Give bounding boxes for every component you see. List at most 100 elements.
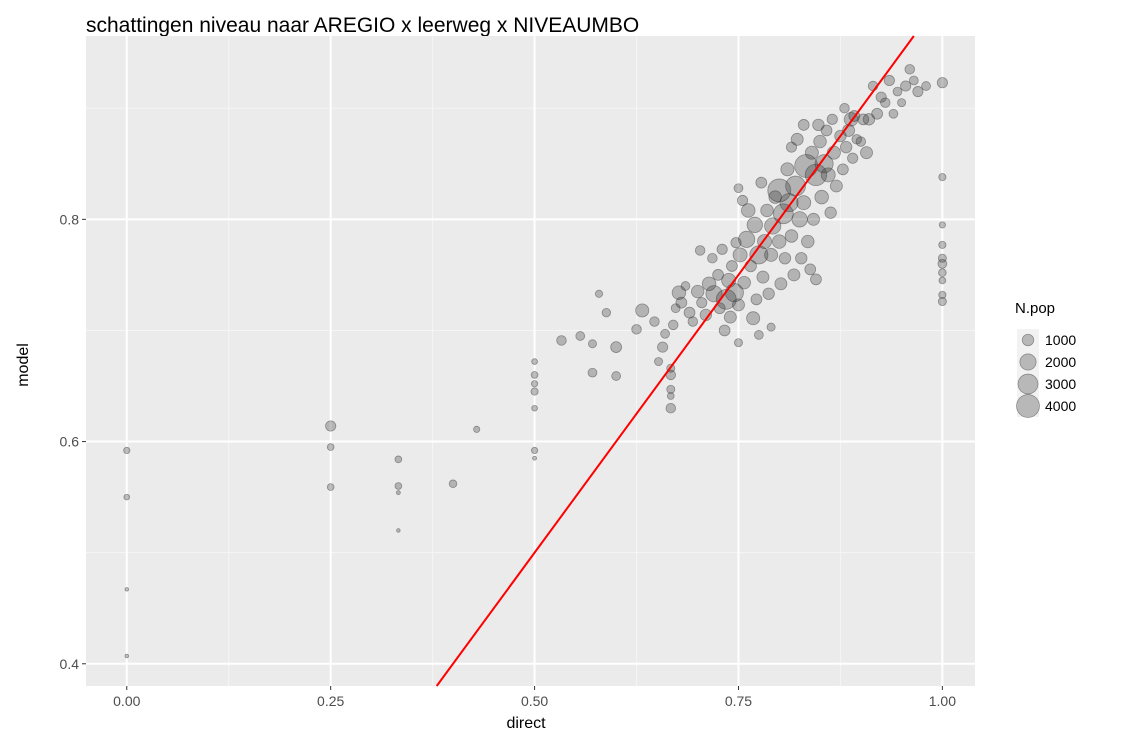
data-point <box>801 234 815 249</box>
legend-symbol <box>1016 394 1040 418</box>
data-point <box>705 285 723 303</box>
data-point <box>795 252 808 265</box>
data-point <box>772 234 787 249</box>
reference-line <box>435 35 915 687</box>
data-point <box>813 134 827 149</box>
data-point <box>680 281 691 291</box>
legend-label: 1000 <box>1045 332 1076 348</box>
data-point <box>530 387 539 396</box>
data-point <box>723 310 737 324</box>
data-point <box>635 303 650 318</box>
data-point <box>784 229 799 243</box>
data-point <box>732 298 745 312</box>
data-point <box>938 240 947 249</box>
data-point <box>892 86 903 97</box>
data-point <box>804 263 817 276</box>
data-point <box>912 86 924 98</box>
data-point <box>750 293 763 306</box>
data-point <box>810 273 822 286</box>
data-point <box>326 443 335 451</box>
data-point <box>532 455 537 461</box>
data-point <box>696 297 708 309</box>
data-point <box>732 247 748 263</box>
x-tick-label: 1.00 <box>929 693 956 709</box>
data-point <box>855 136 867 147</box>
data-point <box>670 303 681 314</box>
data-point <box>938 173 947 182</box>
legend-label: 2000 <box>1045 354 1076 370</box>
data-point <box>790 132 804 146</box>
legend-label: 3000 <box>1045 376 1076 392</box>
data-point <box>124 587 129 592</box>
data-point <box>900 80 912 92</box>
data-point <box>123 446 131 454</box>
size-legend: N.pop 1000 2000 3000 4000 <box>1015 300 1076 418</box>
data-point <box>837 163 849 176</box>
legend-symbol <box>1019 353 1037 371</box>
data-point <box>839 140 853 154</box>
data-point <box>936 77 948 89</box>
data-point <box>768 190 782 204</box>
data-point <box>880 97 891 108</box>
data-point <box>394 455 403 464</box>
legend-symbol <box>1021 333 1035 347</box>
data-point <box>531 358 538 365</box>
data-point <box>733 183 744 194</box>
data-point <box>862 113 876 126</box>
data-point <box>824 206 837 219</box>
y-tick-label: 0.8 <box>60 211 80 227</box>
data-point <box>937 297 947 307</box>
data-point <box>871 107 883 120</box>
data-point <box>587 367 598 378</box>
data-point <box>847 152 859 164</box>
data-point <box>754 330 764 340</box>
data-point <box>394 482 403 490</box>
data-point <box>767 178 792 203</box>
legend-label: 4000 <box>1045 398 1076 414</box>
data-point <box>675 296 688 309</box>
data-point <box>601 308 612 318</box>
data-point <box>875 91 887 103</box>
y-tick-label: 0.6 <box>60 434 80 450</box>
data-point <box>715 288 737 310</box>
data-point <box>883 74 895 86</box>
data-point <box>937 253 947 263</box>
data-point <box>665 403 676 414</box>
plot-panel <box>86 36 975 686</box>
data-point <box>690 284 705 299</box>
data-point <box>921 81 931 91</box>
data-point <box>734 338 743 348</box>
data-point <box>787 268 801 282</box>
data-point <box>778 252 792 265</box>
y-axis-ticks: 0.4 0.6 0.8 <box>60 211 86 672</box>
data-point <box>755 176 768 189</box>
data-point <box>820 124 833 137</box>
y-axis-label: model <box>15 343 32 387</box>
x-axis-label: direct <box>506 715 546 732</box>
data-point <box>712 269 724 281</box>
data-point <box>820 167 836 183</box>
data-point <box>938 290 947 299</box>
data-point <box>904 64 915 75</box>
data-point <box>857 113 870 126</box>
data-point <box>660 328 670 339</box>
data-point <box>671 285 687 300</box>
data-point <box>654 357 664 367</box>
minor-gridlines <box>86 36 975 686</box>
major-gridlines <box>86 36 975 686</box>
data-point <box>448 479 458 489</box>
data-point <box>785 141 798 153</box>
data-point <box>737 194 749 206</box>
data-point <box>796 195 812 211</box>
data-point <box>666 392 675 400</box>
legend-key <box>1017 329 1039 351</box>
data-point <box>556 335 567 346</box>
data-point <box>531 380 539 388</box>
x-tick-label: 0.25 <box>317 693 344 709</box>
data-point <box>395 490 401 496</box>
data-point <box>938 221 946 229</box>
x-tick-label: 0.50 <box>521 693 548 709</box>
data-point <box>804 163 828 187</box>
data-point <box>730 237 742 249</box>
